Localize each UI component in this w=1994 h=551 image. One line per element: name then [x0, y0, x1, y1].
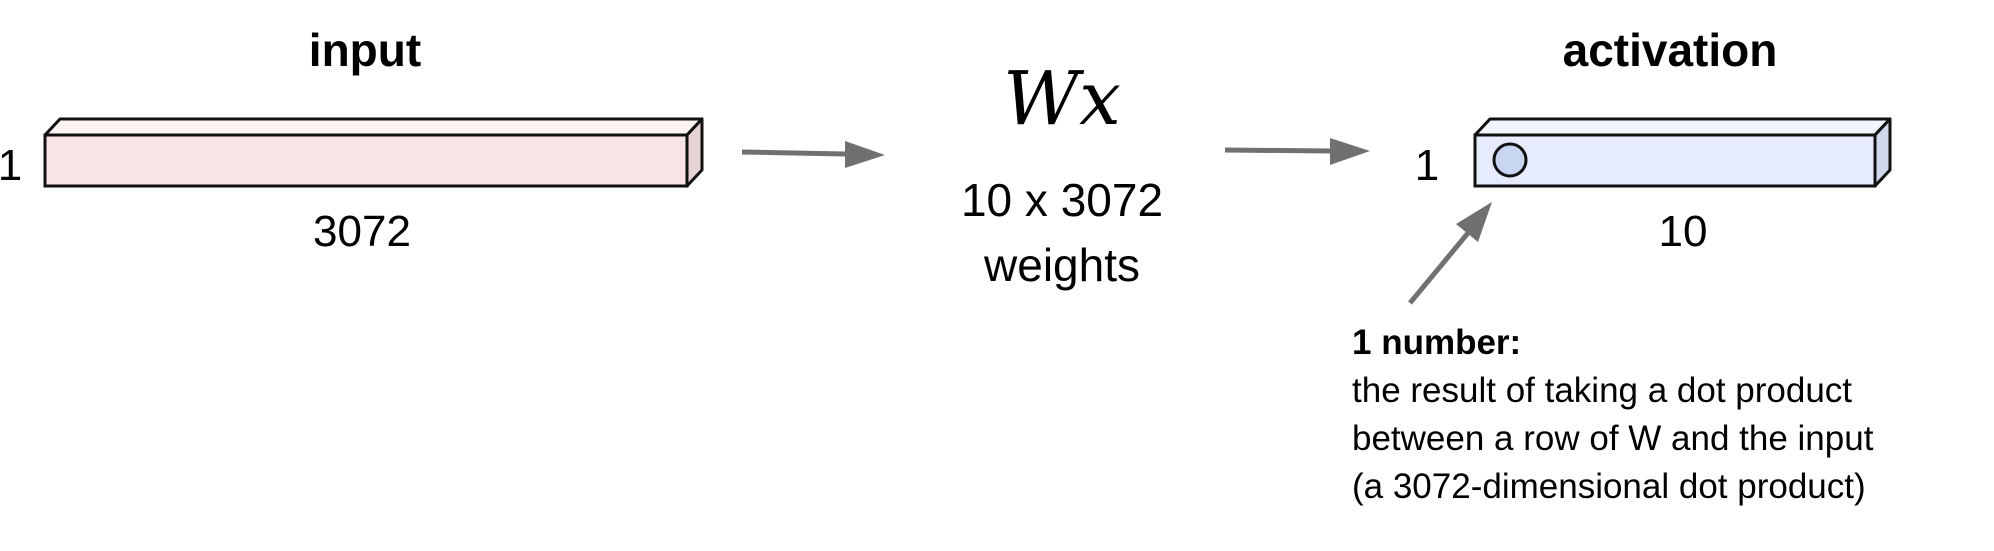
activation-title: activation — [1563, 24, 1778, 76]
input-bar-front-face — [43, 133, 689, 188]
activation-rows-label: 1 — [1415, 141, 1439, 190]
weights-formula: Wx — [1003, 56, 1121, 142]
activation-neuron-circle — [1492, 142, 1528, 178]
annotation-line-2: between a row of W and the input — [1352, 419, 1874, 458]
annotation-pointer-arrow — [1408, 202, 1492, 305]
input-bar-top-face — [43, 117, 704, 137]
annotation-line-3: (a 3072-dimensional dot product) — [1352, 467, 1866, 506]
activation-bar — [1473, 117, 1892, 188]
weights-caption: weights — [983, 239, 1140, 291]
weights-size-label: 10 x 3072 — [961, 174, 1163, 226]
input-title: input — [309, 24, 421, 76]
arrow-to-activation — [1224, 138, 1370, 165]
annotation-heading: 1 number: — [1352, 323, 1521, 362]
activation-bar-front-face — [1473, 133, 1877, 188]
arrow-to-weights — [741, 141, 885, 168]
annotation-line-1: the result of taking a dot product — [1352, 371, 1852, 410]
activation-bar-top-face — [1473, 117, 1892, 137]
input-rows-label: 1 — [0, 141, 22, 190]
input-bar — [43, 117, 704, 188]
input-length-label: 3072 — [313, 207, 411, 256]
activation-length-label: 10 — [1659, 207, 1708, 256]
